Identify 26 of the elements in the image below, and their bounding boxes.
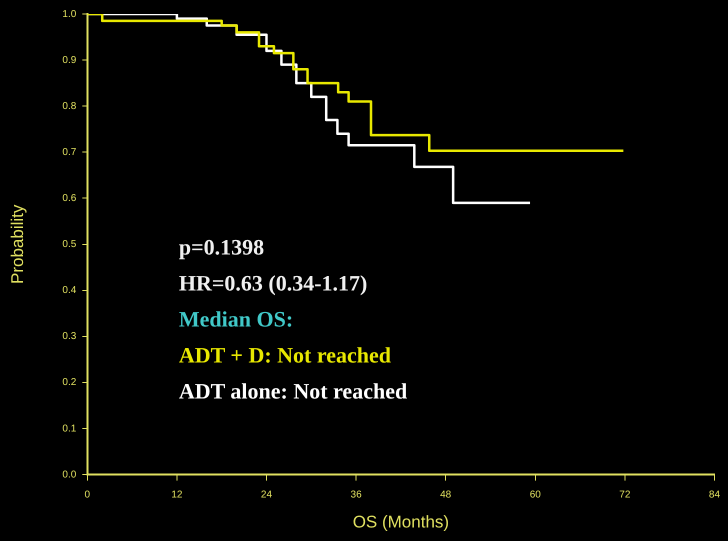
y-tick-label: 0.6 <box>62 192 77 204</box>
annotation: ADT alone: Not reached <box>178 378 408 404</box>
x-tick-label: 36 <box>350 489 362 500</box>
x-tick-label: 72 <box>619 489 631 500</box>
x-tick-label: 24 <box>260 489 272 500</box>
y-tick-label: 0.7 <box>62 146 77 158</box>
y-tick-label: 1.0 <box>62 8 77 20</box>
annotation: Median OS: <box>178 306 294 332</box>
x-tick-label: 12 <box>171 489 183 500</box>
y-tick-label: 0.0 <box>62 469 77 480</box>
y-tick-label: 0.1 <box>62 423 77 434</box>
x-tick-label: 48 <box>440 489 452 500</box>
y-tick-label: 0.2 <box>62 377 77 388</box>
annotation: ADT + D: Not reached <box>178 342 392 368</box>
y-tick-label: 0.5 <box>62 239 77 250</box>
y-tick-label: 0.8 <box>62 100 77 112</box>
x-axis-title: OS (Months) <box>352 512 450 532</box>
y-tick-label: 0.3 <box>62 331 77 342</box>
annotation: p=0.1398 <box>178 234 264 260</box>
x-tick-label: 84 <box>708 489 720 500</box>
y-tick-label: 0.4 <box>62 285 77 296</box>
y-axis-title: Probability <box>8 204 27 284</box>
annotation: HR=0.63 (0.34-1.17) <box>178 270 368 296</box>
y-tick-label: 0.9 <box>62 54 77 66</box>
x-tick-label: 60 <box>530 489 542 500</box>
x-tick-label: 0 <box>84 489 91 500</box>
